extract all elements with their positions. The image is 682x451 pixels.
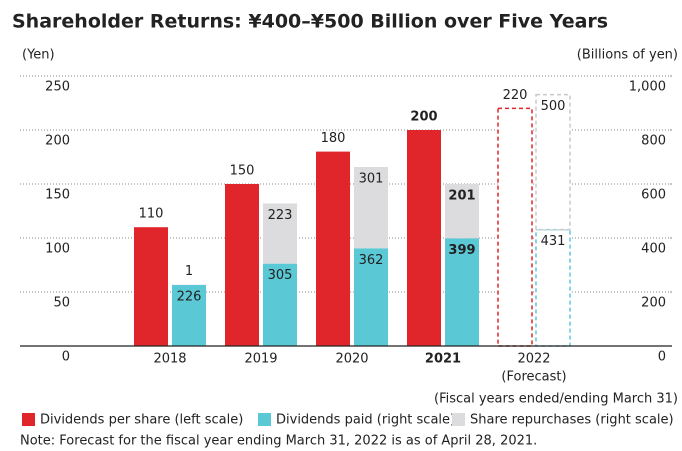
value-label: 305 xyxy=(268,268,293,283)
y2-tick-label: 600 xyxy=(641,188,666,203)
value-label: 223 xyxy=(268,208,293,223)
value-label: 150 xyxy=(230,164,255,179)
value-label: 226 xyxy=(177,289,202,304)
y-tick-label: 150 xyxy=(45,188,70,203)
y2-tick-label: 200 xyxy=(641,296,666,311)
value-label: 200 xyxy=(410,110,437,125)
x-tick-label: 2020 xyxy=(335,352,368,367)
y-axis-label: (Yen) xyxy=(22,48,55,63)
y-tick-label: 100 xyxy=(45,242,70,257)
y2-axis-label: (Billions of yen) xyxy=(577,48,678,63)
value-label: 431 xyxy=(541,234,566,249)
value-label: 180 xyxy=(321,131,346,146)
y2-tick-label: 800 xyxy=(641,134,666,149)
x-tick-label: 2018 xyxy=(153,352,186,367)
bar xyxy=(497,107,533,347)
bar xyxy=(316,151,350,346)
x-tick-label: 2021 xyxy=(425,352,461,367)
y-tick-label: 250 xyxy=(45,80,70,95)
legend-label: Share repurchases (right scale) xyxy=(470,413,674,428)
x-note: (Fiscal years ended/ending March 31) xyxy=(434,392,678,407)
bar xyxy=(445,238,479,346)
x-tick-sublabel: (Forecast) xyxy=(501,370,566,385)
note: Note: Forecast for the fiscal year endin… xyxy=(20,434,537,449)
legend-label: Dividends paid (right scale) xyxy=(276,413,455,428)
y2-tick-label: 400 xyxy=(641,242,666,257)
value-label: 362 xyxy=(359,253,384,268)
legend-swatch xyxy=(22,413,35,426)
bar xyxy=(535,228,571,347)
y-tick-label: 200 xyxy=(45,134,70,149)
bar xyxy=(263,203,297,264)
x-tick-label: 2022 xyxy=(517,352,550,367)
bar xyxy=(354,166,388,249)
bar xyxy=(445,184,479,239)
value-label: 500 xyxy=(541,99,566,114)
y2-tick-label: 1,000 xyxy=(629,80,666,95)
y-tick-label: 50 xyxy=(53,296,70,311)
legend-label: Dividends per share (left scale) xyxy=(40,413,243,428)
chart-title: Shareholder Returns: ¥400–¥500 Billion o… xyxy=(12,11,608,33)
bar xyxy=(263,263,297,346)
bar xyxy=(354,248,388,346)
bar xyxy=(134,227,168,346)
value-label: 1 xyxy=(185,264,193,279)
y-tick-label: 0 xyxy=(62,350,70,365)
value-label: 301 xyxy=(359,171,384,186)
value-label: 399 xyxy=(448,243,475,258)
legend-swatch xyxy=(452,413,465,426)
x-tick-label: 2019 xyxy=(244,352,277,367)
bar xyxy=(535,93,571,231)
value-label: 110 xyxy=(139,207,164,222)
value-label: 201 xyxy=(448,189,475,204)
bar xyxy=(225,184,259,346)
value-label: 220 xyxy=(503,88,528,103)
legend-swatch xyxy=(258,413,271,426)
bar xyxy=(407,130,441,346)
y2-tick-label: 0 xyxy=(658,350,666,365)
bar xyxy=(172,284,206,346)
